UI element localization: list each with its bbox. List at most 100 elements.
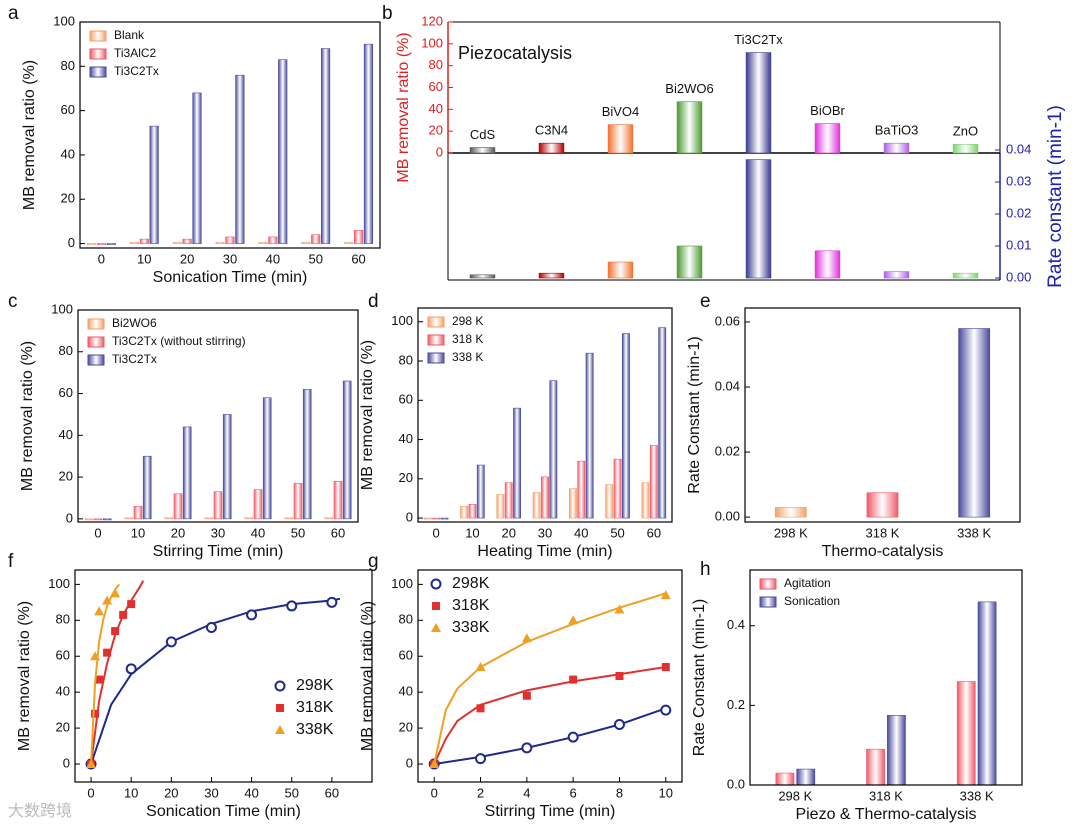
y-tick-label: 20 [399, 720, 413, 735]
plot-frame [417, 569, 683, 783]
legend-marker [432, 602, 440, 610]
y-tick-label: 100 [391, 576, 413, 591]
y-tick-label: 0 [436, 144, 443, 159]
x-tick-label: 40 [251, 525, 265, 540]
y-tick-label: 100 [421, 35, 443, 50]
bar [958, 328, 991, 518]
legend-label: Ti3AlC2 [114, 46, 157, 60]
x-tick-label: 0 [431, 785, 438, 800]
legend-label: 338K [296, 721, 334, 738]
x-tick-label: 40 [574, 525, 588, 540]
legend-label: Ti3C2Tx [112, 352, 157, 366]
y-tick-label: 20 [56, 720, 70, 735]
bar [774, 507, 807, 518]
legend-label: 338K [452, 619, 490, 636]
y-tick-label: 0 [66, 510, 73, 525]
bar [775, 772, 795, 786]
bar [262, 397, 272, 520]
bar [532, 492, 541, 519]
rate-bar [607, 261, 634, 279]
bar [577, 460, 586, 519]
x-tick-label: 60 [647, 525, 661, 540]
x-tick-label: 50 [610, 525, 624, 540]
legend-marker [430, 578, 442, 590]
y-tick-label: 40 [56, 684, 70, 699]
legend-swatch [89, 48, 107, 60]
bar [541, 476, 549, 519]
plot-frame [417, 307, 673, 523]
bar [215, 242, 225, 244]
legend-marker [275, 725, 285, 734]
rate-bar [952, 272, 979, 279]
bar [235, 74, 245, 244]
x-tick-label: 20 [164, 785, 178, 800]
x-tick-label: 0 [433, 525, 440, 540]
point [103, 648, 112, 657]
legend-marker [431, 623, 441, 632]
bar [549, 380, 558, 519]
bar [86, 243, 97, 245]
bar [149, 125, 159, 244]
y-tick-label: 20 [61, 191, 75, 206]
bar [182, 238, 192, 244]
bar [142, 455, 152, 520]
bar [460, 505, 469, 519]
panel-letter: h [700, 559, 711, 580]
legend-swatch [759, 596, 777, 608]
panel-letter: c [8, 291, 18, 312]
x-tick-label: 30 [538, 525, 552, 540]
y-tick-label: 100 [48, 576, 70, 591]
x-axis-label: Heating Time (min) [477, 543, 612, 560]
x-tick-label: 20 [180, 251, 194, 266]
point [522, 691, 531, 700]
category-label: BaTiO3 [875, 123, 919, 138]
bar [504, 482, 513, 519]
x-tick-label: 60 [331, 525, 345, 540]
legend-marker [276, 704, 284, 712]
bar [585, 352, 594, 519]
y2-tick-label: 0.01 [1006, 237, 1031, 252]
bar [124, 517, 134, 520]
x-tick-label: 50 [291, 525, 305, 540]
x-tick-label: 0 [98, 251, 105, 266]
plot-frame [79, 21, 381, 249]
x-tick-label: 30 [204, 785, 218, 800]
y-axis-label: MB removal ratio (%) [359, 340, 376, 490]
x-axis-label: Sonication Time (min) [153, 269, 308, 286]
x-tick-label: 60 [325, 785, 339, 800]
y-tick-label: 0.02 [715, 444, 740, 459]
bar [952, 143, 979, 154]
x-tick-label: 30 [223, 251, 237, 266]
x-tick-label: 4 [523, 785, 530, 800]
x-tick-label: 0 [94, 525, 101, 540]
y-axis-label: MB removal ratio (%) [21, 60, 38, 210]
fit-curve [433, 592, 667, 765]
y-tick-label: 60 [56, 648, 70, 663]
y-axis-label: MB removal ratio (%) [19, 341, 36, 491]
bar [258, 242, 268, 244]
plot-frame [749, 569, 1023, 786]
legend-swatch [89, 66, 107, 78]
bar [311, 234, 321, 244]
bar [607, 124, 634, 154]
bar [796, 768, 816, 786]
y-axis-label: MB removal ratio (%) [395, 32, 412, 182]
bar [814, 123, 841, 154]
bar [468, 504, 477, 519]
bar [344, 242, 354, 244]
bar [222, 414, 232, 520]
point [165, 636, 177, 648]
point [246, 609, 258, 621]
x-axis-label: Thermo-catalysis [822, 543, 944, 560]
y2-tick-label: 0.02 [1006, 205, 1031, 220]
panel-letter: d [368, 291, 379, 312]
point [119, 610, 128, 619]
legend-swatch [89, 30, 107, 42]
bar [423, 517, 432, 520]
panel-letter: b [382, 3, 393, 24]
point [125, 663, 137, 675]
bar [301, 242, 311, 244]
bar [977, 601, 997, 786]
y-tick-label: 100 [391, 313, 413, 328]
point [521, 742, 533, 754]
